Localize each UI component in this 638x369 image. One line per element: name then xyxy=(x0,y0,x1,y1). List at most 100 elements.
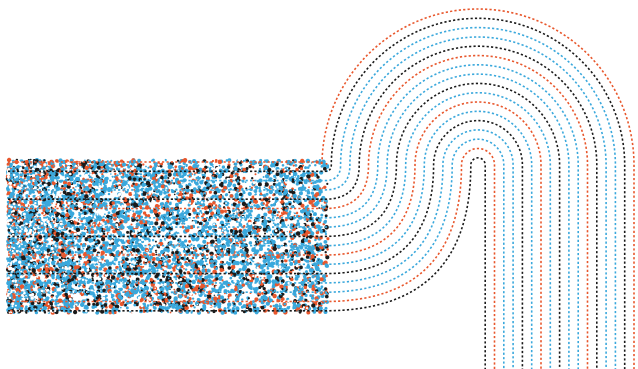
noise-dot xyxy=(228,181,233,186)
noise-dot xyxy=(191,297,195,300)
noise-dot xyxy=(30,288,34,292)
noise-dot xyxy=(190,247,193,250)
noise-dot xyxy=(290,230,293,233)
noise-dot xyxy=(160,257,163,259)
noise-dot xyxy=(318,207,321,209)
noise-dot xyxy=(92,203,97,208)
noise-dot xyxy=(25,311,28,314)
noise-dot xyxy=(302,249,305,251)
noise-dot xyxy=(258,298,262,302)
noise-dot xyxy=(235,241,239,245)
noise-dot xyxy=(220,295,224,300)
noise-dot xyxy=(53,227,56,231)
noise-dot xyxy=(93,229,98,234)
noise-dot xyxy=(51,239,53,242)
noise-dot xyxy=(176,255,180,259)
noise-dot xyxy=(309,272,312,276)
noise-dot xyxy=(27,251,31,255)
noise-dot xyxy=(323,185,327,189)
noise-dot xyxy=(308,164,311,167)
noise-dot xyxy=(175,214,179,218)
noise-dot xyxy=(165,221,168,224)
noise-dot xyxy=(224,209,228,213)
noise-dot xyxy=(207,311,209,314)
noise-dot xyxy=(212,196,215,199)
noise-dot xyxy=(62,190,67,195)
noise-dot xyxy=(127,209,130,212)
noise-dot xyxy=(306,174,311,179)
noise-dot xyxy=(258,186,261,190)
noise-dot xyxy=(274,303,279,308)
noise-dot xyxy=(310,259,313,263)
noise-dot xyxy=(304,172,307,175)
noise-dot xyxy=(151,289,154,292)
noise-dot xyxy=(111,294,115,298)
noise-dot xyxy=(116,267,119,270)
noise-dot xyxy=(100,254,105,260)
noise-dot xyxy=(127,165,131,169)
noise-dot xyxy=(216,256,221,260)
noise-dot xyxy=(197,185,201,189)
noise-dot xyxy=(226,229,230,233)
noise-dot xyxy=(178,184,183,189)
noise-dot xyxy=(262,202,265,205)
noise-dot xyxy=(129,283,134,288)
noise-dot xyxy=(308,277,312,281)
noise-dot xyxy=(308,231,311,234)
noise-dot xyxy=(296,303,301,308)
noise-dot xyxy=(167,311,170,314)
noise-dot xyxy=(290,240,293,242)
noise-dot xyxy=(62,246,65,249)
noise-dot xyxy=(185,304,188,307)
noise-dot xyxy=(181,222,184,225)
noise-dot xyxy=(114,172,117,176)
noise-dot xyxy=(66,257,69,260)
noise-dot xyxy=(287,167,291,170)
noise-dot xyxy=(55,278,58,281)
noise-dot xyxy=(189,304,193,308)
noise-dot xyxy=(97,158,101,162)
noise-dot xyxy=(155,253,158,256)
noise-dot xyxy=(213,302,216,305)
noise-dot xyxy=(310,300,312,302)
noise-dot xyxy=(184,268,188,271)
noise-dot xyxy=(193,211,197,215)
noise-dot xyxy=(98,191,104,196)
noise-dot xyxy=(156,230,160,234)
noise-dot xyxy=(244,246,247,249)
noise-dot xyxy=(281,163,285,167)
noise-dot xyxy=(36,171,39,174)
noise-dot xyxy=(190,172,192,175)
noise-dot xyxy=(324,306,328,310)
noise-dot xyxy=(76,200,79,203)
noise-dot xyxy=(314,222,316,225)
noise-dot xyxy=(38,172,41,175)
noise-dot xyxy=(142,163,145,166)
noise-dot xyxy=(101,174,105,178)
noise-dot xyxy=(225,193,229,196)
noise-dot xyxy=(94,171,97,175)
noise-dot xyxy=(318,269,322,273)
noise-dot xyxy=(269,305,273,308)
noise-dot xyxy=(249,283,252,286)
noise-dot xyxy=(183,267,185,270)
noise-dot xyxy=(85,191,88,194)
noise-dot xyxy=(240,298,244,301)
noise-dot xyxy=(128,192,133,196)
noise-dot xyxy=(254,277,260,282)
noise-dot xyxy=(51,212,54,215)
noise-dot xyxy=(289,223,294,227)
noise-dot xyxy=(19,302,22,305)
noise-dot xyxy=(139,274,144,278)
noise-dot xyxy=(104,213,106,216)
noise-dot xyxy=(324,232,328,236)
noise-dot xyxy=(320,213,324,217)
noise-dot xyxy=(248,304,252,308)
noise-dot xyxy=(242,267,247,271)
noise-dot xyxy=(263,268,266,272)
noise-dot xyxy=(249,185,251,188)
noise-dot xyxy=(17,214,21,217)
noise-dot xyxy=(191,256,195,260)
noise-dot xyxy=(63,271,66,274)
